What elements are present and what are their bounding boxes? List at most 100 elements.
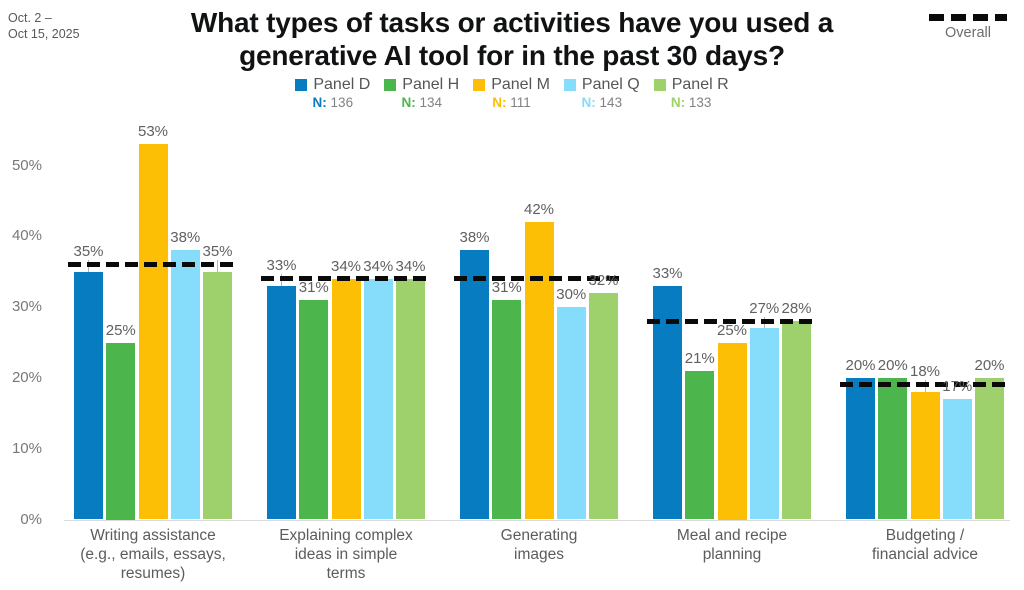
bar-value-label: 25% bbox=[716, 321, 748, 339]
bar bbox=[267, 285, 296, 520]
bar-value-label: 28% bbox=[781, 300, 812, 318]
date-range-line2: Oct 15, 2025 bbox=[8, 27, 80, 41]
legend-item: Panel R N: 133 bbox=[653, 76, 729, 110]
bar bbox=[299, 300, 329, 520]
legend-n-value: 111 bbox=[510, 95, 531, 110]
category-label-line: financial advice bbox=[872, 546, 978, 563]
legend-label: Panel D bbox=[313, 76, 371, 93]
legend-item: Panel D N: 136 bbox=[295, 76, 370, 110]
y-axis-tick-label: 30% bbox=[11, 298, 42, 316]
bar bbox=[717, 342, 747, 520]
category-label-line: planning bbox=[702, 546, 762, 563]
y-axis-tick-label: 20% bbox=[11, 368, 42, 386]
bar bbox=[170, 250, 200, 520]
bar bbox=[492, 300, 522, 520]
overall-dashed-line-icon bbox=[929, 14, 1007, 21]
legend-item-row: Panel M bbox=[473, 76, 550, 94]
bar bbox=[396, 278, 425, 520]
legend-item-row: Panel D bbox=[295, 76, 370, 94]
overall-legend: Overall bbox=[928, 14, 1008, 41]
bar-value-label: 17% bbox=[942, 378, 973, 396]
bar bbox=[331, 278, 361, 520]
category-label-line: resumes) bbox=[120, 565, 186, 582]
category-label-line: Explaining complex bbox=[279, 527, 413, 544]
bar bbox=[589, 292, 618, 520]
category-label-line: images bbox=[514, 546, 564, 563]
chart-title-line1: What types of tasks or activities have y… bbox=[190, 7, 834, 38]
bar bbox=[363, 278, 393, 520]
bar bbox=[460, 250, 489, 520]
x-axis-baseline bbox=[64, 519, 1010, 521]
category-label-line: Generating bbox=[500, 527, 578, 544]
category-label: Explaining complex ideas in simple terms bbox=[246, 526, 446, 583]
legend-swatch-icon bbox=[653, 79, 666, 91]
legend-sample-size: N: 143 bbox=[564, 95, 640, 110]
bar-value-label: 34% bbox=[330, 257, 362, 275]
bar-value-label: 35% bbox=[73, 243, 104, 261]
y-axis-tick-label: 50% bbox=[11, 156, 42, 174]
category-label-line: Writing assistance bbox=[90, 527, 216, 544]
legend-sample-size: N: 111 bbox=[473, 95, 550, 110]
bar bbox=[556, 307, 586, 520]
bar-value-label: 20% bbox=[974, 356, 1005, 374]
category-label-line: Meal and recipe bbox=[676, 527, 788, 544]
bar bbox=[782, 321, 811, 520]
bar-value-label: 34% bbox=[363, 257, 394, 275]
bar-value-label: 33% bbox=[652, 264, 683, 282]
overall-legend-label: Overall bbox=[945, 25, 991, 41]
overall-dashed-line bbox=[261, 276, 431, 282]
bar bbox=[106, 342, 136, 520]
legend-n-value: 134 bbox=[419, 95, 442, 110]
legend-n-prefix: N: bbox=[492, 95, 511, 110]
legend-n-prefix: N: bbox=[670, 95, 689, 110]
bar bbox=[942, 399, 972, 520]
bar bbox=[524, 222, 554, 520]
chart-title-line2: generative AI tool for in the past 30 da… bbox=[239, 40, 785, 71]
chart-title: What types of tasks or activities have y… bbox=[0, 6, 1024, 72]
overall-dashed-line bbox=[68, 262, 238, 268]
bar-value-label: 53% bbox=[137, 123, 169, 141]
overall-dashed-line bbox=[454, 276, 624, 282]
y-axis-tick-label: 10% bbox=[11, 439, 42, 457]
legend-n-prefix: N: bbox=[581, 95, 600, 110]
bar bbox=[685, 370, 715, 520]
legend-swatch-icon bbox=[384, 79, 397, 91]
legend-label: Panel Q bbox=[581, 76, 640, 93]
category-label: Generating images bbox=[439, 526, 639, 564]
bar-value-label: 20% bbox=[845, 356, 876, 374]
legend-item-row: Panel H bbox=[384, 76, 459, 94]
bar bbox=[203, 271, 232, 520]
legend-n-value: 143 bbox=[599, 95, 623, 110]
bar-value-label: 38% bbox=[170, 229, 201, 247]
bar-value-label: 18% bbox=[909, 363, 941, 381]
bar-value-label: 30% bbox=[556, 286, 587, 304]
bar-value-label: 42% bbox=[523, 201, 555, 219]
bar bbox=[846, 377, 875, 520]
legend-n-prefix: N: bbox=[401, 95, 420, 110]
bar bbox=[653, 285, 682, 520]
legend-n-value: 136 bbox=[330, 95, 354, 110]
bar bbox=[910, 392, 940, 520]
bar-value-label: 34% bbox=[395, 257, 426, 275]
bar-value-label: 21% bbox=[684, 349, 715, 367]
legend-swatch-icon bbox=[563, 79, 576, 91]
legend-swatch-icon bbox=[473, 79, 486, 91]
bar-value-label: 25% bbox=[105, 321, 136, 339]
date-range-line1: Oct. 2 – bbox=[8, 11, 52, 25]
bar bbox=[749, 328, 779, 520]
category-label: Meal and recipe planning bbox=[632, 526, 832, 564]
legend-item: Panel Q N: 143 bbox=[563, 76, 640, 110]
bar bbox=[975, 377, 1004, 520]
legend-n-value: 133 bbox=[688, 95, 712, 110]
category-label: Writing assistance (e.g., emails, essays,… bbox=[53, 526, 253, 583]
date-range: Oct. 2 – Oct 15, 2025 bbox=[8, 10, 80, 42]
legend-sample-size: N: 136 bbox=[295, 95, 370, 110]
y-axis-tick-label: 0% bbox=[20, 510, 42, 528]
bar-value-label: 32% bbox=[588, 271, 619, 289]
legend-sample-size: N: 134 bbox=[384, 95, 459, 110]
legend-label: Panel M bbox=[491, 76, 550, 93]
legend-item-row: Panel Q bbox=[563, 76, 640, 94]
bar-value-label: 31% bbox=[298, 279, 329, 297]
